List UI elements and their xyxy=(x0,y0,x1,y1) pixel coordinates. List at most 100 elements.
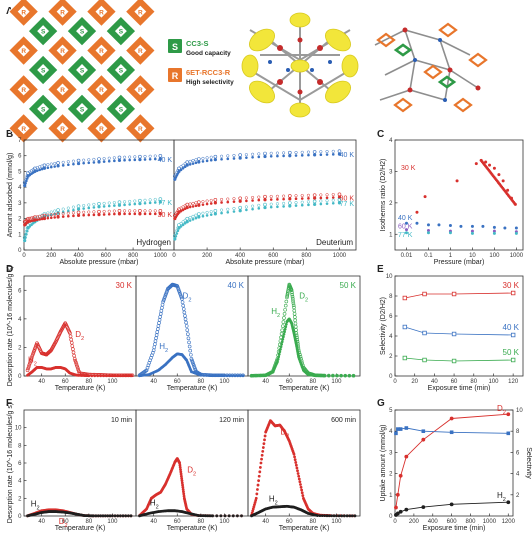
data-point-open xyxy=(194,201,198,205)
y-axis-label: Uptake amount (mmol/g) xyxy=(380,424,387,501)
panel-letter-g: G xyxy=(377,398,385,409)
data-point xyxy=(121,514,125,518)
data-point-open xyxy=(263,151,267,156)
data-point xyxy=(133,212,137,216)
data-point xyxy=(99,374,103,378)
data-point xyxy=(197,215,201,219)
g-x-tick-label: 0 xyxy=(393,519,397,525)
data-point xyxy=(294,204,298,207)
data-point xyxy=(331,196,335,199)
data-point-open xyxy=(66,211,70,215)
data-point-open xyxy=(183,204,187,208)
data-point xyxy=(117,158,122,163)
data-point xyxy=(280,342,283,346)
data-point-open xyxy=(185,202,190,207)
data-point xyxy=(128,212,131,216)
b-y-tick-label: 7 xyxy=(18,138,22,144)
data-point xyxy=(291,303,296,308)
data-point xyxy=(404,221,408,225)
data-point xyxy=(293,455,296,459)
data-point xyxy=(94,514,98,518)
data-point xyxy=(421,437,426,442)
data-point xyxy=(415,210,419,214)
data-point xyxy=(71,347,75,352)
series-label: 77 K xyxy=(340,201,355,208)
data-point xyxy=(186,336,191,341)
panel-letter-c: C xyxy=(377,129,384,140)
data-point xyxy=(190,358,194,363)
x-axis-label: Temperature (K) xyxy=(167,525,218,532)
data-point-open xyxy=(49,210,53,214)
data-point xyxy=(111,374,114,378)
data-point xyxy=(56,164,60,168)
data-point-open xyxy=(87,210,91,214)
data-point-open xyxy=(331,149,335,153)
data-point xyxy=(330,514,334,518)
data-point-open xyxy=(257,152,261,156)
data-point xyxy=(282,316,286,320)
data-point xyxy=(426,231,430,235)
data-point xyxy=(280,340,284,344)
data-point xyxy=(293,315,297,319)
subplot: 40 60 80 100 120 min Temperature (K) D2 H2 xyxy=(135,409,249,532)
data-point xyxy=(402,295,408,301)
y2-axis-label: Selectivity xyxy=(525,447,532,479)
data-point-open xyxy=(29,216,34,220)
data-point xyxy=(277,355,281,359)
data-point xyxy=(107,204,111,208)
data-point xyxy=(201,160,205,163)
data-point xyxy=(61,164,65,167)
data-point xyxy=(451,331,457,337)
data-point xyxy=(292,452,296,456)
data-point xyxy=(191,218,195,221)
data-point xyxy=(178,463,182,467)
data-point xyxy=(254,496,258,500)
data-point xyxy=(174,234,178,238)
data-point xyxy=(263,198,267,202)
data-point xyxy=(25,368,30,373)
data-point xyxy=(404,228,408,232)
data-point xyxy=(76,213,81,218)
data-point-open xyxy=(300,200,304,204)
data-point xyxy=(108,374,111,378)
data-point xyxy=(158,315,162,319)
data-point xyxy=(319,153,323,157)
data-point xyxy=(205,159,209,163)
data-point-open xyxy=(220,197,224,202)
data-point xyxy=(238,156,242,160)
data-point xyxy=(180,300,185,305)
series-50k: 50 K xyxy=(402,348,520,364)
series-label: 30 K xyxy=(401,165,416,172)
data-point xyxy=(191,363,196,368)
data-point xyxy=(188,163,192,166)
data-point xyxy=(123,158,126,162)
data-point xyxy=(337,195,342,199)
data-point-open xyxy=(117,200,122,205)
data-point xyxy=(474,162,478,166)
data-point xyxy=(87,374,91,378)
data-point-open xyxy=(288,201,292,205)
data-point xyxy=(25,177,29,180)
data-point xyxy=(335,514,338,518)
data-point-open xyxy=(177,223,181,227)
series-77k: 77 K xyxy=(173,198,355,241)
g-y2-tick-label: 6 xyxy=(516,450,520,456)
data-point xyxy=(257,479,261,483)
data-point-open xyxy=(46,163,50,167)
data-point xyxy=(133,202,137,206)
panel-c-isotherm-ratio: 0.01 0.1 1 10 100 1000 1 2 3 4 30 K 40 K 60 K77 K Pre… xyxy=(380,138,524,266)
data-point xyxy=(297,474,301,478)
data-point-open xyxy=(133,155,137,159)
data-point xyxy=(205,373,209,377)
data-point xyxy=(294,328,298,332)
series-40k: 40 K xyxy=(22,154,172,188)
data-point xyxy=(184,320,188,325)
data-point xyxy=(313,202,317,207)
e-y-tick-label: 0 xyxy=(389,374,393,380)
subplot-label: 10 min xyxy=(111,417,132,424)
data-point xyxy=(117,212,122,216)
data-point xyxy=(148,201,152,205)
data-point-open xyxy=(158,154,163,158)
data-point-open xyxy=(201,200,205,204)
data-point xyxy=(335,373,339,378)
